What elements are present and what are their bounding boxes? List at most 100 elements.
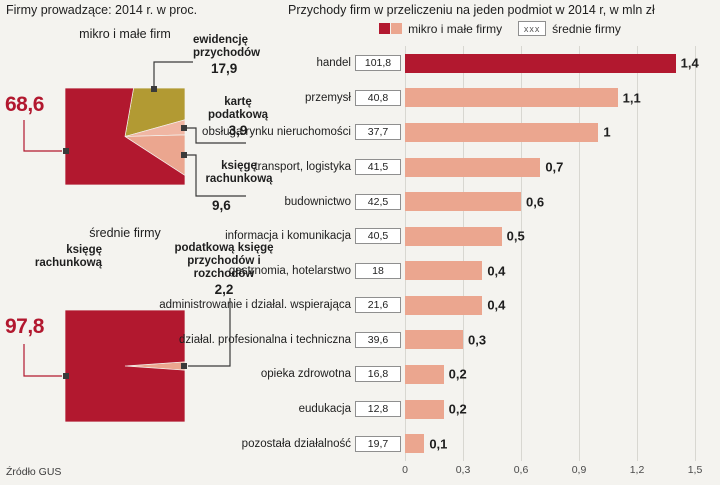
bar-category-label: informacja i komunikacja xyxy=(133,230,355,242)
micro-firms-bar-value: 1 xyxy=(603,124,611,140)
legend: mikro i małe firmy xxx średnie firmy xyxy=(288,21,712,36)
medium-firms-value-box: 18 xyxy=(355,262,401,279)
callout-label: ewidencję przychodów xyxy=(193,34,261,59)
bar-row: administrowanie i działal. wspierająca 21… xyxy=(133,288,709,323)
pie-medium-main-value: 97,8 xyxy=(5,315,44,338)
micro-firms-bar xyxy=(405,261,483,281)
bar-category-text: eudukacja xyxy=(298,403,351,416)
micro-firms-bar xyxy=(405,364,444,384)
legend-box-swatch: xxx xyxy=(518,21,547,36)
medium-firms-value-cell: 16,8 xyxy=(355,366,405,383)
micro-firms-bar xyxy=(405,399,444,419)
bar-category-label: eudukacja xyxy=(133,403,355,415)
medium-firms-value-box: 42,5 xyxy=(355,193,401,210)
legend-item-micro-firms: mikro i małe firmy xyxy=(379,22,502,36)
micro-firms-bar-value: 0,2 xyxy=(448,366,467,382)
micro-firms-bar xyxy=(405,330,463,350)
bar-row: transport, logistyka 41,5 0,7 xyxy=(133,150,709,185)
pie-medium-title: średnie firmy xyxy=(89,226,161,240)
micro-firms-bar xyxy=(405,295,483,315)
micro-firms-bar-value: 0,5 xyxy=(506,228,525,244)
micro-firms-bar-value: 0,7 xyxy=(545,159,564,175)
micro-firms-bar xyxy=(405,88,618,108)
salmon-swatch xyxy=(391,23,403,34)
bar-row: budownictwo 42,5 0,6 xyxy=(133,184,709,219)
medium-firms-value-cell: 18 xyxy=(355,262,405,279)
medium-firms-value-cell: 19,7 xyxy=(355,435,405,452)
bar-chart-title: Przychody firm w przeliczeniu na jeden p… xyxy=(288,3,655,17)
medium-firms-value-box: 21,6 xyxy=(355,297,401,314)
bar-track: 1,4 xyxy=(405,53,699,73)
gridline xyxy=(695,46,696,461)
medium-firms-value-cell: 39,6 xyxy=(355,331,405,348)
bar-track: 0,6 xyxy=(405,192,695,212)
medium-firms-value-cell: 41,5 xyxy=(355,159,405,176)
medium-firms-value-box: 41,5 xyxy=(355,159,401,176)
bar-track: 1 xyxy=(405,122,695,142)
micro-firms-bar-value: 0,3 xyxy=(468,332,487,348)
medium-firms-value-box: 12,8 xyxy=(355,401,401,418)
medium-firms-value-box: 37,7 xyxy=(355,124,401,141)
medium-firms-value-box: 40,5 xyxy=(355,228,401,245)
legend-label: średnie firmy xyxy=(552,21,621,36)
bar-category-text: działal. profesionalna i techniczna xyxy=(179,333,351,346)
micro-firms-bar-value: 1,1 xyxy=(622,90,641,106)
bar-track: 1,1 xyxy=(405,88,695,108)
micro-firms-bar xyxy=(405,192,521,212)
bar-row: obsługa rynku nieruchomości 37,7 1 xyxy=(133,115,709,150)
medium-firms-value-box: 39,6 xyxy=(355,331,401,348)
share-pie-panel: Firmy prowadzące: 2014 r. w proc. mikro … xyxy=(0,0,290,485)
medium-firms-value-box: 101,8 xyxy=(355,55,401,72)
bar-track: 0,7 xyxy=(405,157,695,177)
axis-tick-label: 0,9 xyxy=(571,464,587,476)
bar-category-text: handel xyxy=(316,57,351,70)
callout-label: księgę rachunkową xyxy=(34,244,102,269)
gridline xyxy=(463,46,464,461)
bar-category-label: opieka zdrowotna xyxy=(133,368,355,380)
bar-category-label: działal. profesionalna i techniczna xyxy=(133,334,355,346)
axis-tick-label: 0,3 xyxy=(455,464,471,476)
callout-value: 17,9 xyxy=(211,61,238,76)
callout-ewidencja-przychodow: ewidencję przychodów 17,9 xyxy=(193,34,293,76)
pie-slice-księgę xyxy=(65,310,185,422)
bar-category-text: administrowanie i działal. wspierająca xyxy=(159,299,351,312)
medium-firms-value-box: 40,8 xyxy=(355,89,401,106)
axis-tick-label: 1,2 xyxy=(629,464,645,476)
medium-firms-value-box: 16,8 xyxy=(355,366,401,383)
bar-category-text: informacja i komunikacja xyxy=(225,230,351,243)
micro-firms-bar xyxy=(405,122,599,142)
bar-category-text: opieka zdrowotna xyxy=(260,368,351,381)
gridlines xyxy=(405,46,696,461)
micro-firms-bar-value: 1,4 xyxy=(680,55,699,71)
bar-track: 0,2 xyxy=(405,364,695,384)
micro-firms-bar xyxy=(405,53,676,73)
bar-category-text: przemysł xyxy=(304,91,351,104)
micro-firms-bar-value: 0,6 xyxy=(526,194,545,210)
bar-track: 0,4 xyxy=(405,261,695,281)
bar-rows: handel 101,8 1,4 przemysł 40,8 1,1 obsługa ryn… xyxy=(133,46,709,461)
medium-firms-value-cell: 42,5 xyxy=(355,193,405,210)
micro-firms-bar-value: 0,1 xyxy=(429,436,448,452)
bar-track: 0,4 xyxy=(405,295,695,315)
micro-firms-bar xyxy=(405,226,502,246)
axis-tick-label: 0 xyxy=(402,464,408,476)
bar-category-text: budownictwo xyxy=(284,195,351,208)
medium-firms-value-cell: 40,5 xyxy=(355,228,405,245)
bar-track: 0,2 xyxy=(405,399,695,419)
bar-row: informacja i komunikacja 40,5 0,5 xyxy=(133,219,709,254)
micro-firms-bar-value: 0,4 xyxy=(487,297,506,313)
connector-line xyxy=(23,344,62,377)
x-axis: 0 0,3 0,6 0,9 1,2 1,5 xyxy=(402,464,702,478)
callout-value: 2,2 xyxy=(214,282,234,297)
revenue-bar-chart-panel: Przychody firm w przeliczeniu na jeden p… xyxy=(133,0,712,485)
bar-row: gastrnomia, hotelarstwo 18 0,4 xyxy=(133,253,709,288)
legend-item-medium-firms: xxx średnie firmy xyxy=(518,21,621,36)
connector-line xyxy=(23,120,62,152)
source-note: Źródło GUS xyxy=(6,466,62,478)
micro-firms-bar xyxy=(405,157,541,177)
bar-row: handel 101,8 1,4 xyxy=(133,46,709,81)
bar-category-text: gastrnomia, hotelarstwo xyxy=(228,264,351,277)
bar-category-text: pozostała działalność xyxy=(241,437,351,450)
bar-row: pozostała działalność 19,7 0,1 xyxy=(133,426,709,461)
micro-firms-bar-value: 0,4 xyxy=(487,263,506,279)
